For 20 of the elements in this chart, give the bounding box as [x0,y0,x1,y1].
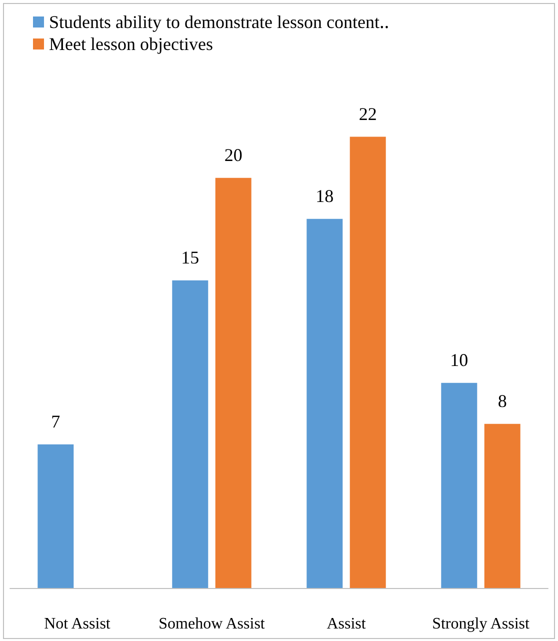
data-label: 7 [51,411,60,432]
bar [172,280,208,588]
x-tick-label: Not Assist [44,616,111,632]
bar [215,178,252,588]
data-label: 10 [450,350,468,370]
x-tick-label: Assist [326,616,366,632]
data-label: 22 [358,104,377,124]
bar [306,218,343,588]
data-label: 20 [224,144,242,165]
bar [484,424,520,588]
legend-label: Students ability to demonstrate lesson content‥ [49,12,390,32]
bar [441,382,478,588]
data-label: 18 [316,186,334,206]
x-tick-label: Strongly Assist [432,616,530,632]
x-tick-label: Somehow Assist [158,616,266,632]
legend-label: Meet lesson objectives [49,34,213,54]
data-label: 8 [498,390,507,411]
bar [38,444,74,588]
data-label: 15 [181,247,200,268]
bar [350,136,386,588]
